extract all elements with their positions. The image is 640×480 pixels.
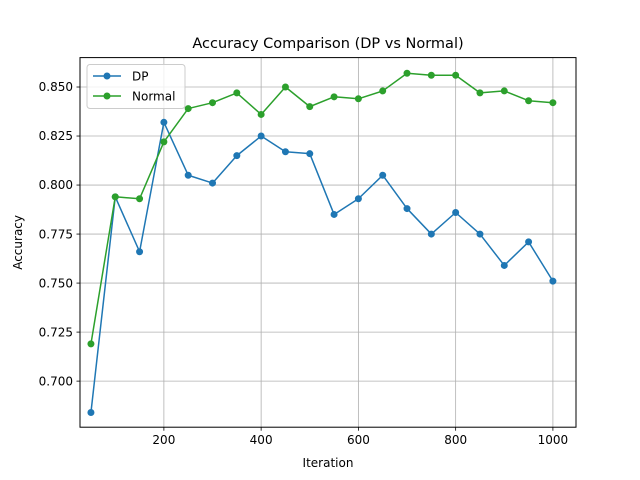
x-tick-label: 800 <box>444 433 467 447</box>
data-point-normal <box>452 71 460 79</box>
legend-label-normal: Normal <box>132 89 175 103</box>
x-tick-label: 600 <box>347 433 370 447</box>
data-point-normal <box>209 99 217 107</box>
grid <box>80 57 576 428</box>
series-lines <box>87 69 557 416</box>
data-point-normal <box>233 89 241 97</box>
data-point-dp <box>184 171 192 179</box>
y-tick-label: 0.700 <box>39 374 73 388</box>
data-point-normal <box>500 87 508 95</box>
legend-marker-dp <box>103 72 111 80</box>
data-point-dp <box>233 152 241 160</box>
data-point-normal <box>330 93 338 101</box>
data-point-dp <box>452 208 460 216</box>
data-point-dp <box>306 150 314 158</box>
y-tick-label: 0.800 <box>39 178 73 192</box>
data-point-dp <box>427 230 435 238</box>
plot-area <box>80 57 576 428</box>
data-point-normal <box>379 87 387 95</box>
axis-ticks: 200 400 600 800 1000 0.700 0.725 0.750 0.775 0.80… <box>39 80 569 447</box>
legend-label-dp: DP <box>132 69 148 83</box>
data-point-dp <box>403 205 411 213</box>
data-point-dp <box>136 248 144 256</box>
series-line-normal <box>90 72 553 344</box>
data-point-dp <box>209 179 217 187</box>
data-point-normal <box>281 83 289 91</box>
data-point-normal <box>354 95 362 103</box>
data-point-normal <box>111 193 119 201</box>
x-tick-label: 200 <box>152 433 175 447</box>
data-point-normal <box>160 138 168 146</box>
data-point-normal <box>136 195 144 203</box>
x-tick-label: 1000 <box>538 433 569 447</box>
data-point-dp <box>476 230 484 238</box>
y-tick-label: 0.725 <box>39 325 73 339</box>
data-point-normal <box>427 71 435 79</box>
data-point-dp <box>354 195 362 203</box>
data-point-normal <box>87 340 95 348</box>
data-point-normal <box>306 103 314 111</box>
x-axis-title: Iteration <box>303 456 354 470</box>
data-point-dp <box>500 261 508 269</box>
data-point-dp <box>330 210 338 218</box>
data-point-dp <box>281 148 289 156</box>
data-point-normal <box>184 105 192 113</box>
data-point-dp <box>160 118 168 126</box>
data-point-dp <box>525 238 533 246</box>
y-tick-label: 0.775 <box>39 227 73 241</box>
data-point-dp <box>257 132 265 140</box>
data-point-normal <box>403 69 411 77</box>
data-point-dp <box>549 277 557 285</box>
y-tick-label: 0.850 <box>39 80 73 94</box>
data-point-normal <box>549 99 557 107</box>
y-tick-label: 0.825 <box>39 129 73 143</box>
data-point-normal <box>525 97 533 105</box>
y-axis-title: Accuracy <box>11 215 25 270</box>
x-tick-label: 400 <box>250 433 273 447</box>
data-point-dp <box>379 171 387 179</box>
plot-frame <box>79 57 577 428</box>
data-point-normal <box>257 110 265 118</box>
data-point-dp <box>87 408 95 416</box>
series-line-dp <box>90 121 554 413</box>
legend-marker-normal <box>103 92 111 100</box>
data-point-normal <box>476 89 484 97</box>
chart-title: Accuracy Comparison (DP vs Normal) <box>192 36 463 52</box>
y-tick-label: 0.750 <box>39 276 73 290</box>
legend: DP Normal <box>86 64 186 109</box>
